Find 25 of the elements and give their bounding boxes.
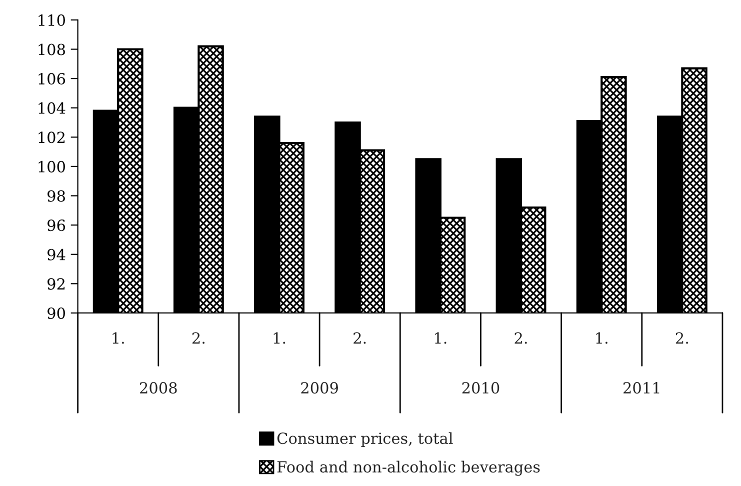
y-tick-label: 92 (48, 278, 64, 290)
x-tick-label: 1. (274, 332, 286, 344)
x-tick-label: 2. (514, 332, 527, 344)
y-tick-label: 110 (38, 14, 65, 26)
y-tick-label: 108 (38, 44, 65, 56)
y-tick-label: 98 (48, 190, 65, 202)
y-tick-label: 96 (48, 220, 66, 232)
x-tick-label: 1. (435, 332, 446, 344)
text: 2011 (623, 382, 660, 394)
y-tick-label: 102 (38, 132, 64, 144)
legend-label: Food and non-alcoholic beverages (277, 460, 540, 476)
y-tick-label: 94 (48, 248, 66, 260)
x-tick-label: 1. (596, 332, 608, 344)
legend-label: Consumer prices, total (277, 432, 453, 448)
y-tick-label: 106 (38, 73, 66, 85)
text: 2010 (462, 382, 500, 394)
text: 2008 (140, 382, 177, 394)
x-tick-label: 2. (676, 332, 688, 344)
y-tick-label: 104 (38, 102, 66, 114)
x-tick-label: 2. (192, 332, 205, 344)
x-tick-label: 1. (112, 332, 124, 344)
y-tick-label: 100 (38, 160, 65, 172)
text: 2009 (301, 382, 338, 394)
x-tick-label: 2. (354, 332, 366, 344)
y-tick-label: 90 (48, 307, 65, 320)
